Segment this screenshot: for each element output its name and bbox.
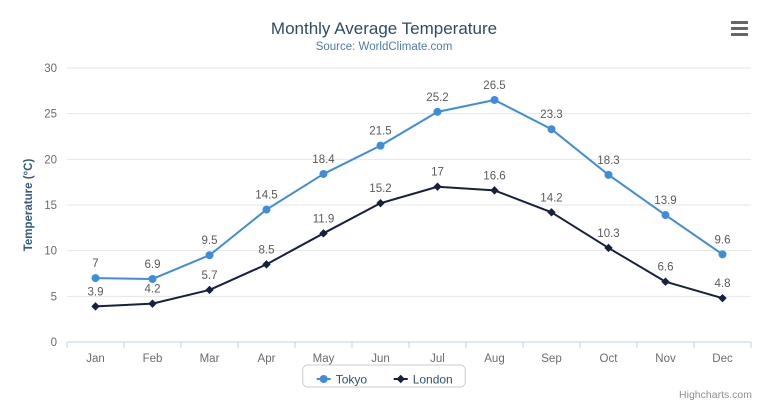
data-label-tokyo-jan: 7 [92, 258, 98, 270]
data-label-london-sep: 14.2 [540, 192, 562, 204]
data-point-tokyo-oct[interactable] [604, 170, 613, 179]
legend-marker-london[interactable] [396, 374, 405, 384]
data-label-tokyo-may: 18.4 [312, 154, 335, 166]
hamburger-icon-bar-2 [731, 27, 748, 30]
data-label-tokyo-nov: 13.9 [654, 195, 676, 207]
data-label-tokyo-jun: 21.5 [369, 126, 391, 138]
chart-legend[interactable]: Tokyo London [302, 364, 466, 388]
data-label-tokyo-oct: 18.3 [597, 155, 619, 167]
data-point-london-jun[interactable] [376, 198, 385, 208]
y-axis-tick-label: 20 [44, 154, 57, 166]
x-axis-tick-labels: Jan Feb Mar Apr May Jun Jul Aug Sep Oct Nov Dec [86, 353, 733, 365]
data-label-london-jan: 3.9 [88, 286, 104, 298]
y-axis-tick-label: 15 [44, 200, 57, 212]
x-axis-tick-label-jul: Jul [430, 353, 445, 365]
data-point-london-nov[interactable] [661, 277, 670, 286]
context-menu-button[interactable] [722, 14, 756, 42]
data-point-tokyo-jul[interactable] [433, 107, 442, 116]
series-plot-area [91, 95, 727, 311]
data-point-tokyo-sep[interactable] [547, 125, 556, 134]
credits-link[interactable]: Highcharts.com [679, 389, 752, 401]
x-axis-tick-label-jun: Jun [371, 353, 390, 365]
data-point-tokyo-dec[interactable] [718, 250, 727, 259]
x-axis-tick-label-mar: Mar [200, 353, 220, 365]
data-labels: 7 6.9 9.5 14.5 18.4 21.5 25.2 26.5 23.3 18.3 13.9 9… [88, 80, 731, 298]
hamburger-icon-bar-3 [731, 33, 748, 36]
data-label-london-jul: 17 [431, 167, 444, 179]
x-axis-tick-label-oct: Oct [600, 353, 619, 365]
legend-box [302, 364, 466, 388]
x-axis [66, 341, 752, 348]
legend-marker-tokyo[interactable] [319, 375, 328, 383]
data-label-london-apr: 8.5 [259, 244, 275, 256]
data-label-london-mar: 5.7 [202, 270, 218, 282]
data-point-tokyo-jun[interactable] [376, 141, 385, 150]
y-axis-title: Temperature (°C) [23, 159, 35, 252]
data-label-tokyo-aug: 26.5 [483, 80, 505, 92]
y-axis-tick-label: 0 [51, 337, 57, 349]
legend-item-tokyo[interactable]: Tokyo [336, 373, 368, 387]
data-point-london-oct[interactable] [604, 243, 613, 253]
data-label-tokyo-apr: 14.5 [255, 190, 277, 202]
data-point-tokyo-feb[interactable] [148, 274, 157, 283]
data-point-london-dec[interactable] [718, 293, 727, 303]
y-axis-tick-label: 25 [44, 109, 57, 121]
data-point-tokyo-aug[interactable] [490, 95, 499, 104]
y-axis-tick-label: 30 [44, 63, 57, 75]
chart-title: Monthly Average Temperature [271, 19, 497, 38]
data-label-london-oct: 10.3 [597, 228, 619, 240]
data-label-london-nov: 6.6 [658, 262, 674, 274]
x-axis-tick-label-aug: Aug [484, 353, 504, 365]
data-label-tokyo-jul: 25.2 [426, 92, 448, 104]
data-label-tokyo-dec: 9.6 [715, 234, 731, 246]
data-label-london-aug: 16.6 [483, 170, 505, 182]
data-label-tokyo-sep: 23.3 [540, 109, 562, 121]
x-axis-tick-label-may: May [313, 353, 335, 365]
data-label-london-feb: 4.2 [145, 284, 161, 296]
data-label-london-dec: 4.8 [715, 278, 731, 290]
series-line-london[interactable] [94, 185, 724, 308]
data-point-london-jul[interactable] [433, 182, 442, 191]
data-point-london-mar[interactable] [205, 285, 214, 295]
data-point-london-aug[interactable] [490, 186, 499, 195]
chart-subtitle: Source: WorldClimate.com [316, 41, 453, 53]
y-axis-tick-label: 10 [44, 246, 57, 258]
data-point-tokyo-apr[interactable] [262, 205, 271, 214]
data-point-london-feb[interactable] [148, 299, 157, 308]
data-point-london-jan[interactable] [91, 302, 100, 311]
series-line-tokyo[interactable] [94, 98, 724, 280]
x-axis-tick-label-apr: Apr [258, 353, 276, 365]
data-label-tokyo-mar: 9.5 [202, 235, 218, 247]
data-point-london-apr[interactable] [262, 260, 271, 269]
data-point-tokyo-jan[interactable] [91, 274, 100, 283]
data-point-london-sep[interactable] [547, 208, 556, 217]
data-point-tokyo-mar[interactable] [205, 251, 214, 260]
x-axis-tick-label-sep: Sep [541, 353, 561, 365]
data-point-london-may[interactable] [319, 229, 328, 238]
x-axis-tick-label-jan: Jan [86, 353, 105, 365]
data-point-tokyo-may[interactable] [319, 169, 328, 178]
data-label-london-jun: 15.2 [369, 183, 391, 195]
x-axis-tick-label-dec: Dec [712, 353, 733, 365]
y-axis-tick-label: 5 [51, 291, 57, 303]
x-axis-tick-label-nov: Nov [655, 353, 676, 365]
data-label-london-may: 11.9 [313, 213, 335, 225]
data-label-tokyo-feb: 6.9 [145, 259, 161, 271]
hamburger-icon-bar-1 [731, 21, 748, 24]
data-point-tokyo-nov[interactable] [661, 211, 670, 220]
legend-item-london[interactable]: London [413, 373, 453, 387]
x-axis-tick-label-feb: Feb [143, 353, 163, 365]
y-axis-tick-labels: 0 5 10 15 20 25 30 [44, 63, 57, 349]
